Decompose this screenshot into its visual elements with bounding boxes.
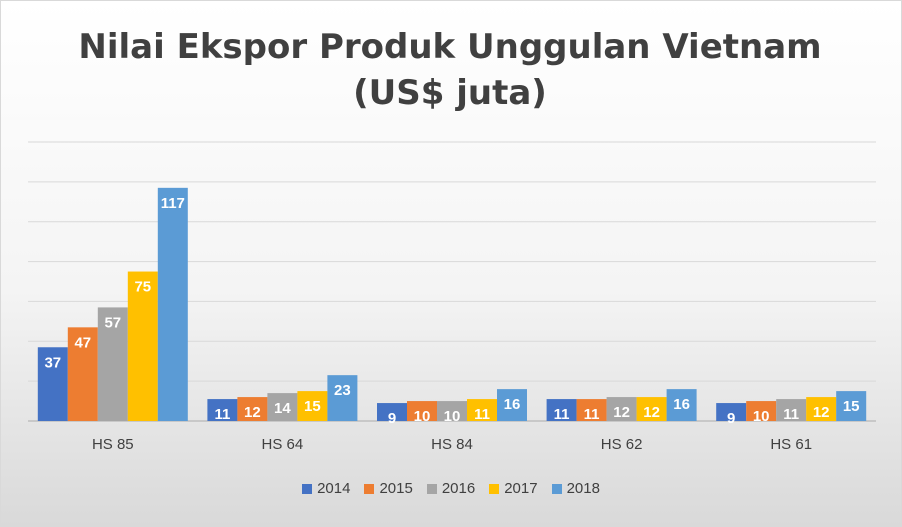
- legend-item-2018: 2018: [551, 480, 600, 497]
- bar-2015-hs-84: [407, 401, 437, 421]
- data-label: 10: [444, 408, 461, 425]
- x-tick-label: HS 84: [431, 436, 473, 453]
- bar-2016-hs-64: [267, 393, 298, 421]
- legend-label: 2018: [566, 480, 600, 497]
- data-label: 12: [613, 404, 630, 421]
- bar-2018-hs-61: [836, 391, 867, 421]
- data-label: 16: [673, 396, 690, 413]
- bar-2015-hs-85: [67, 327, 98, 421]
- data-label: 11: [783, 406, 799, 423]
- bar-2018-hs-85: [157, 187, 188, 421]
- bar-2018-hs-64: [327, 375, 358, 421]
- chart-legend: 2014 2015 2016 2017 2018: [0, 480, 902, 497]
- data-label: 10: [753, 408, 770, 425]
- data-label: 9: [727, 410, 735, 427]
- data-label: 37: [44, 354, 61, 371]
- x-tick-label: HS 85: [92, 436, 134, 453]
- data-label: 14: [274, 400, 291, 417]
- bar-2017-hs-64: [297, 391, 328, 421]
- x-tick-label: HS 61: [770, 436, 812, 453]
- legend-swatch: [489, 483, 500, 494]
- x-tick-label: HS 64: [262, 436, 304, 453]
- data-label: 57: [104, 314, 121, 331]
- data-label: 15: [843, 398, 860, 415]
- legend-swatch: [302, 483, 313, 494]
- bar-2018-hs-62: [666, 389, 697, 421]
- data-label: 15: [304, 398, 321, 415]
- bar-2015-hs-62: [576, 399, 607, 421]
- data-label: 12: [643, 404, 660, 421]
- data-label: 11: [474, 406, 490, 423]
- bar-2016-hs-85: [97, 307, 128, 421]
- data-label: 117: [161, 195, 185, 212]
- legend-item-2014: 2014: [302, 480, 350, 497]
- legend-item-2016: 2016: [426, 480, 476, 497]
- bar-2014-hs-85: [37, 347, 68, 421]
- data-label: 23: [334, 382, 351, 399]
- chart-title: Nilai Ekspor Produk Unggulan Vietnam (US…: [78, 27, 822, 113]
- data-label: 47: [74, 334, 91, 351]
- data-label: 11: [214, 406, 230, 423]
- data-label: 12: [813, 404, 830, 421]
- legend-label: 2015: [379, 480, 413, 497]
- bar-2017-hs-61: [806, 397, 837, 421]
- legend-label: 2014: [317, 480, 351, 497]
- x-tick-label: HS 62: [601, 436, 643, 453]
- legend-swatch: [364, 483, 375, 494]
- bar-2017-hs-84: [467, 399, 497, 421]
- bar-2014-hs-61: [716, 403, 747, 421]
- data-label: 9: [388, 410, 396, 427]
- data-label: 16: [504, 396, 521, 413]
- bar-2014-hs-84: [377, 403, 407, 421]
- bar-2018-hs-84: [497, 389, 527, 421]
- legend-item-2015: 2015: [364, 480, 413, 497]
- data-label: 12: [244, 404, 261, 421]
- legend-label: 2016: [441, 480, 476, 497]
- data-label: 75: [134, 279, 151, 296]
- bar-2016-hs-84: [437, 401, 467, 421]
- legend-item-2017: 2017: [489, 480, 538, 497]
- bar-2015-hs-64: [237, 397, 268, 421]
- bar-2017-hs-85: [127, 271, 158, 421]
- bar-2015-hs-61: [746, 401, 777, 421]
- bar-2016-hs-61: [776, 399, 807, 421]
- legend-label: 2017: [504, 480, 538, 497]
- bar-2016-hs-62: [606, 397, 637, 421]
- data-label: 11: [584, 406, 600, 423]
- data-label: 10: [414, 408, 431, 425]
- legend-swatch: [551, 483, 562, 494]
- data-label: 11: [554, 406, 570, 423]
- bar-2014-hs-62: [546, 399, 577, 421]
- legend-swatch: [426, 483, 437, 494]
- bar-2017-hs-62: [636, 397, 667, 421]
- bar-2014-hs-64: [207, 399, 238, 421]
